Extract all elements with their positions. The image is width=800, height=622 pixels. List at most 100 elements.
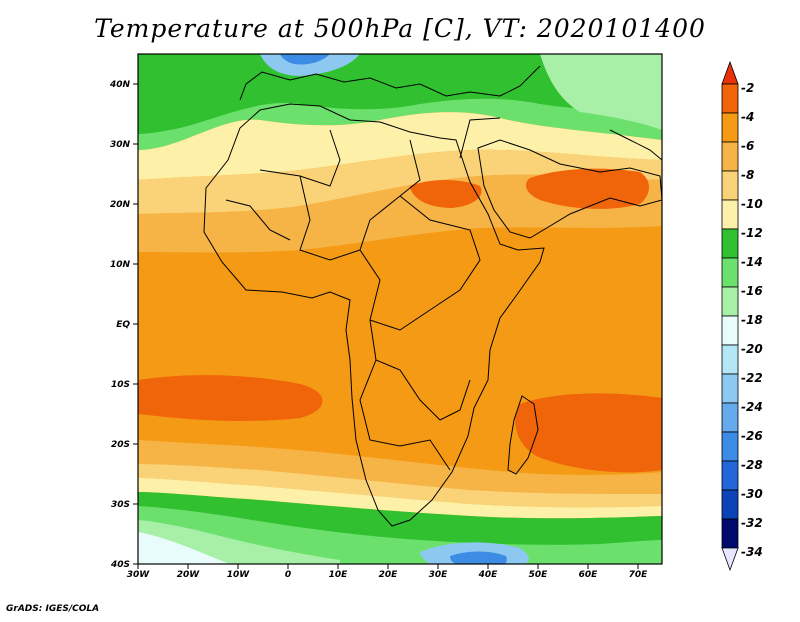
colorbar-label-11: -24	[741, 400, 763, 414]
coastline-arabia	[477, 139, 662, 239]
coastline-india	[609, 129, 662, 161]
colorbar-seg-3	[721, 170, 739, 201]
field-hot-atlantic	[138, 375, 323, 421]
field-band-lightorange-north	[138, 149, 662, 214]
colorbar-seg-14	[721, 489, 739, 520]
border-6	[225, 199, 291, 241]
longitude-axis: 30W 20W 10W 0 10E 20E 30E 40E 50E 60E 70…	[127, 564, 648, 580]
colorbar-label-15: -32	[741, 516, 763, 530]
colorbar-seg-7	[721, 286, 739, 317]
colorbar-seg-9	[721, 344, 739, 375]
lat-label-40S: 40S	[110, 560, 130, 570]
lon-label-20W: 20W	[177, 570, 201, 580]
lat-tick-group-7: 30S	[111, 500, 138, 510]
colorbar-label-16: -34	[741, 545, 763, 559]
colorbar-bottom-arrow-tip	[721, 547, 739, 572]
colorbar-seg-12	[721, 431, 739, 462]
lon-tick-group-6: 30E	[429, 564, 449, 580]
field-band-south-orange	[138, 440, 662, 494]
colorbar-label-8: -18	[741, 313, 763, 327]
lon-label-30W: 30W	[127, 570, 151, 580]
field-band-south-yellow	[138, 464, 662, 508]
border-1	[259, 129, 341, 187]
colorbar: -2 -4 -6 -8 -10 -12 -14 -16 -18 -20 -22 …	[721, 60, 763, 572]
colorbar-seg-4	[721, 199, 739, 230]
colorbar-label-12: -26	[741, 429, 763, 443]
lon-tick-group-4: 10E	[329, 564, 349, 580]
lat-tick-group-4: EQ	[116, 320, 138, 330]
colorbar-label-13: -28	[741, 458, 763, 472]
map-title: Temperature at 500hPa [C], VT: 202010140…	[94, 14, 706, 43]
lon-label-60E: 60E	[579, 570, 599, 580]
coastline-madagascar	[507, 395, 539, 475]
lat-tick-group-8: 40S	[110, 560, 138, 570]
field-band-south-deepblue	[450, 551, 507, 564]
lon-tick-group-1: 20W	[177, 564, 201, 580]
colorbar-label-0: -2	[741, 81, 754, 95]
lon-tick-group-2: 10W	[227, 564, 251, 580]
lat-label-40N: 40N	[109, 80, 131, 90]
field-hot-madagascar	[515, 393, 662, 473]
colorbar-labels: -2 -4 -6 -8 -10 -12 -14 -16 -18 -20 -22 …	[741, 81, 763, 559]
lon-label-10E: 10E	[329, 570, 349, 580]
colorbar-label-14: -30	[741, 487, 763, 501]
lon-label-10W: 10W	[227, 570, 251, 580]
colorbar-label-7: -16	[741, 284, 763, 298]
lat-tick-group-3: 10N	[110, 260, 138, 270]
border-3	[359, 195, 481, 331]
colorbar-label-2: -6	[741, 139, 754, 153]
colorbar-label-10: -22	[741, 371, 763, 385]
temperature-field	[138, 54, 662, 564]
colorbar-label-9: -20	[741, 342, 763, 356]
field-band-south-paleyellow	[138, 478, 662, 519]
lat-label-30S: 30S	[111, 500, 130, 510]
lon-label-30E: 30E	[429, 570, 449, 580]
lon-label-50E: 50E	[529, 570, 549, 580]
lat-label-20S: 20S	[111, 440, 130, 450]
lat-label-20N: 20N	[110, 200, 131, 210]
colorbar-seg-1	[721, 112, 739, 143]
colorbar-top-arrow	[721, 60, 739, 85]
lat-tick-group-1: 30N	[110, 140, 138, 150]
colorbar-seg-11	[721, 402, 739, 433]
colorbar-label-6: -14	[741, 255, 763, 269]
lon-label-40E: 40E	[478, 570, 499, 580]
lon-tick-group-8: 50E	[529, 564, 549, 580]
border-5	[359, 359, 451, 471]
colorbar-seg-0	[721, 83, 739, 114]
field-band-north-right	[540, 54, 662, 130]
lat-tick-group-6: 20S	[111, 440, 138, 450]
lon-label-20E: 20E	[379, 570, 399, 580]
field-band-north-darkblue	[280, 54, 330, 65]
colorbar-label-4: -10	[741, 197, 763, 211]
field-hot-arabia	[525, 168, 649, 209]
colorbar-seg-15	[721, 518, 739, 549]
field-band-south-cyan	[138, 532, 230, 564]
colorbar-seg-6	[721, 257, 739, 288]
field-band-yellow-north	[138, 112, 662, 180]
colorbar-seg-5	[721, 228, 739, 259]
lon-tick-group-5: 20E	[379, 564, 399, 580]
lat-tick-group-2: 20N	[110, 200, 138, 210]
latitude-axis: 40N 30N 20N 10N EQ 10S 20S 30S 40S	[109, 80, 138, 570]
lat-label-EQ: EQ	[116, 320, 130, 330]
lon-tick-group-7: 40E	[478, 564, 499, 580]
map-frame	[137, 53, 663, 565]
border-7	[459, 117, 501, 159]
lat-tick-group-0: 40N	[109, 80, 138, 90]
colorbar-label-1: -4	[741, 110, 754, 124]
lat-tick-group-5: 10S	[111, 380, 138, 390]
lon-tick-group-3: 0	[285, 564, 291, 580]
coastline-africa	[203, 103, 545, 527]
colorbar-seg-10	[721, 373, 739, 404]
lon-tick-group-10: 70E	[629, 564, 649, 580]
lon-label-0: 0	[285, 570, 291, 580]
colorbar-seg-2	[721, 141, 739, 172]
colorbar-label-5: -12	[741, 226, 763, 240]
coastline-europe	[239, 65, 541, 101]
colorbar-seg-8	[721, 315, 739, 346]
colorbar-seg-13	[721, 460, 739, 491]
lon-label-70E: 70E	[629, 570, 649, 580]
